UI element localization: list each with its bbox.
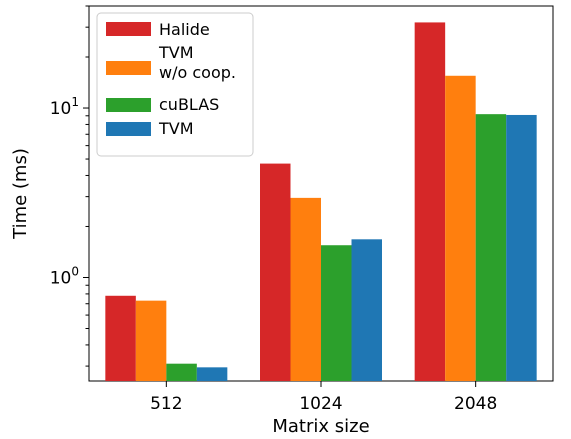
legend-label-tvm-1: TVM bbox=[158, 43, 194, 62]
x-tick-label: 512 bbox=[150, 394, 182, 414]
bars-group bbox=[105, 22, 537, 382]
bar-cublas-512 bbox=[166, 363, 197, 381]
bar-halide-512 bbox=[105, 295, 136, 381]
legend-label-halide-0: Halide bbox=[159, 20, 210, 39]
legend-label-tvm-3: TVM bbox=[158, 119, 194, 138]
bar-tvm-512 bbox=[135, 300, 167, 381]
x-axis: 512 1024 2048 bbox=[150, 381, 497, 414]
x-axis-label: Matrix size bbox=[272, 416, 369, 437]
x-tick-label: 1024 bbox=[299, 394, 342, 414]
legend-swatch-halide-0 bbox=[106, 22, 151, 36]
legend-swatch-tvm-1 bbox=[106, 61, 151, 75]
plot-area bbox=[88, 5, 554, 382]
legend-swatch-tvm-3 bbox=[106, 122, 151, 136]
bar-tvm-2048 bbox=[445, 75, 476, 381]
legend-label-cublas-2: cuBLAS bbox=[159, 95, 219, 114]
bar-tvm-1024 bbox=[351, 239, 382, 381]
y-tick-label: 100 bbox=[50, 264, 79, 288]
legend-swatch-cublas-2 bbox=[106, 98, 151, 112]
bar-tvm-2048 bbox=[506, 114, 537, 382]
bar-cublas-2048 bbox=[475, 114, 507, 381]
y-axis-label: Time (ms) bbox=[10, 148, 31, 240]
bar-tvm-1024 bbox=[290, 197, 321, 381]
legend-label-tvm-1: w/o coop. bbox=[159, 63, 236, 82]
legend-frame bbox=[96, 12, 254, 157]
bar-halide-2048 bbox=[414, 22, 446, 381]
bar-cublas-1024 bbox=[321, 245, 352, 381]
bar-tvm-512 bbox=[196, 367, 228, 381]
y-axis: 100 101 bbox=[50, 5, 89, 367]
y-tick-label: 101 bbox=[50, 95, 79, 119]
x-tick-label: 2048 bbox=[454, 394, 497, 414]
bar-halide-1024 bbox=[260, 163, 291, 381]
